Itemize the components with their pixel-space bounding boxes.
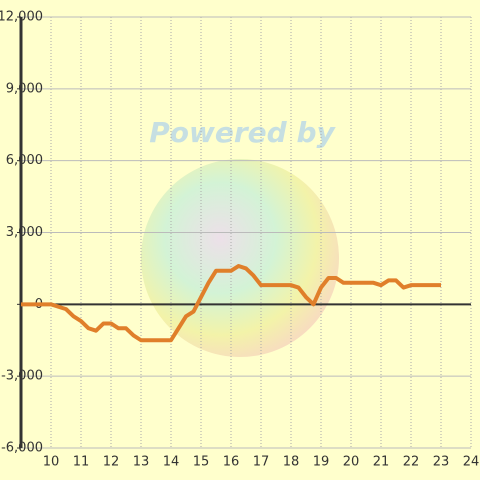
- x-tick-label: 21: [373, 455, 390, 470]
- x-tick-label: 18: [283, 455, 300, 470]
- x-tick-label: 20: [343, 455, 360, 470]
- watermark-text: Powered by: [149, 116, 336, 149]
- x-tick-label: 23: [433, 455, 450, 470]
- x-tick-label: 13: [133, 455, 150, 470]
- x-tick-label: 10: [43, 455, 60, 470]
- x-tick-label: 16: [223, 455, 240, 470]
- x-tick-label: 19: [313, 455, 330, 470]
- y-tick-label: 6,000: [6, 153, 43, 168]
- x-tick-label: 17: [253, 455, 270, 470]
- y-tick-label: 9,000: [6, 81, 43, 96]
- x-tick-label: 12: [103, 455, 120, 470]
- x-tick-label: 15: [193, 455, 210, 470]
- x-tick-label: 11: [73, 455, 90, 470]
- x-tick-label: 22: [403, 455, 420, 470]
- x-tick-label: 24: [463, 455, 480, 470]
- watermark-logo: [141, 159, 339, 357]
- x-tick-label: 14: [163, 455, 180, 470]
- y-tick-label: 3,000: [6, 225, 43, 240]
- line-series: [21, 264, 441, 343]
